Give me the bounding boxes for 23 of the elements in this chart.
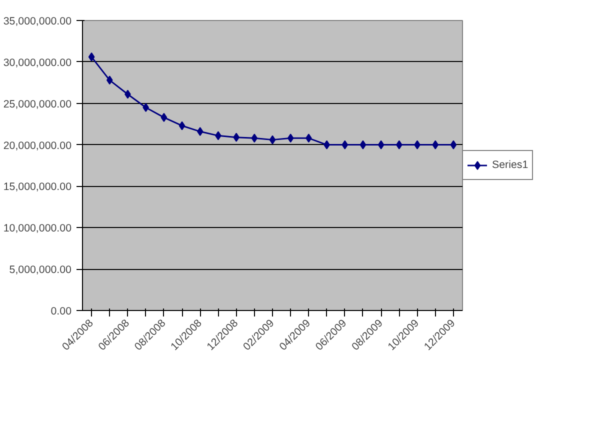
point: [342, 140, 348, 150]
y-tick-label: 10,000,000.00: [3, 222, 72, 235]
point: [196, 127, 204, 136]
point: [378, 140, 384, 150]
point: [142, 103, 149, 112]
point: [450, 140, 457, 150]
legend-label: Series1: [492, 159, 528, 171]
point: [160, 112, 168, 122]
y-tick-label: 35,000,000.00: [3, 16, 72, 28]
point: [251, 134, 258, 143]
point: [360, 140, 366, 150]
point: [178, 121, 186, 130]
point: [269, 135, 276, 144]
point: [106, 76, 113, 85]
y-tick-label: 5,000,000.00: [9, 264, 72, 276]
y-tick-label: 20,000,000.00: [3, 140, 72, 152]
y-tick-label: 15,000,000.00: [3, 181, 72, 194]
y-tick-label: 0.00: [50, 306, 72, 318]
point: [287, 134, 294, 143]
point: [88, 52, 95, 62]
point: [432, 140, 439, 150]
y-tick-label: 30,000,000.00: [3, 56, 72, 69]
y-tick-label: 25,000,000.00: [3, 98, 72, 110]
